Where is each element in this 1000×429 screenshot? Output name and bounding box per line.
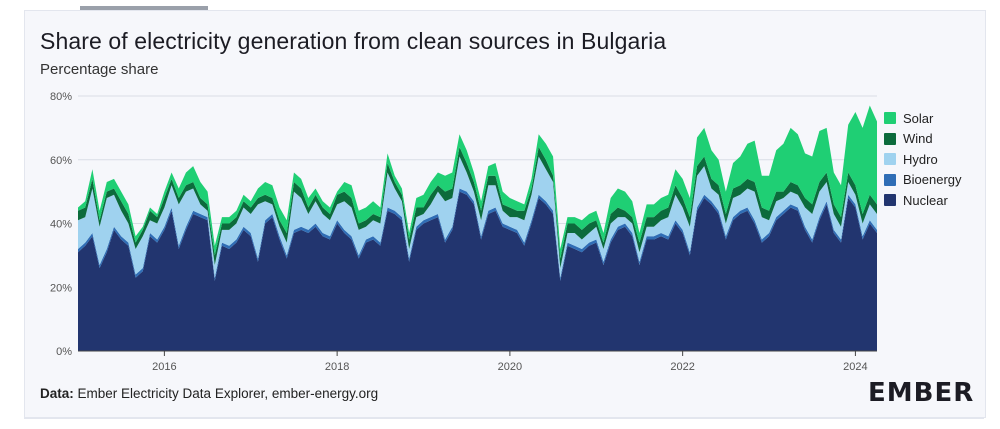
source-prefix: Data: [40,386,74,401]
source-text: Ember Electricity Data Explorer, ember-e… [77,386,379,401]
chart-subtitle: Percentage share [40,61,159,78]
x-tick-label: 2018 [325,361,349,373]
x-tick-label: 2016 [152,361,176,373]
x-tick-label: 2022 [670,361,694,373]
y-tick-label: 40% [50,219,72,231]
area-solar [78,105,877,259]
area-hydro [78,156,877,278]
x-tick-label: 2020 [498,361,522,373]
x-tick-label: 2024 [843,361,867,373]
legend-item-bioenergy[interactable]: Bioenergy [884,170,962,191]
legend-item-wind[interactable]: Wind [884,129,962,150]
area-nuclear [78,191,877,351]
y-tick-label: 60% [50,155,72,167]
chart-legend: Solar Wind Hydro Bioenergy Nuclear [884,108,962,211]
legend-swatch [884,173,896,186]
ember-logo: EMBER [868,378,975,408]
legend-item-nuclear[interactable]: Nuclear [884,190,962,211]
legend-swatch [884,153,896,166]
legend-item-solar[interactable]: Solar [884,108,962,129]
data-source: Data: Ember Electricity Data Explorer, e… [40,386,378,401]
top-strip [0,0,1000,12]
legend-label: Nuclear [903,192,948,208]
legend-label: Bioenergy [903,172,962,188]
legend-item-hydro[interactable]: Hydro [884,149,962,170]
legend-swatch [884,112,896,125]
legend-label: Hydro [903,151,938,167]
bottom-bar [24,418,984,429]
y-tick-label: 20% [50,282,72,294]
y-tick-label: 0% [56,346,72,358]
chart-title: Share of electricity generation from cle… [40,28,667,54]
legend-label: Wind [903,131,933,147]
legend-swatch [884,194,896,207]
active-tab-indicator[interactable] [80,6,208,10]
legend-swatch [884,132,896,145]
y-tick-label: 80% [50,91,72,103]
legend-label: Solar [903,110,934,126]
